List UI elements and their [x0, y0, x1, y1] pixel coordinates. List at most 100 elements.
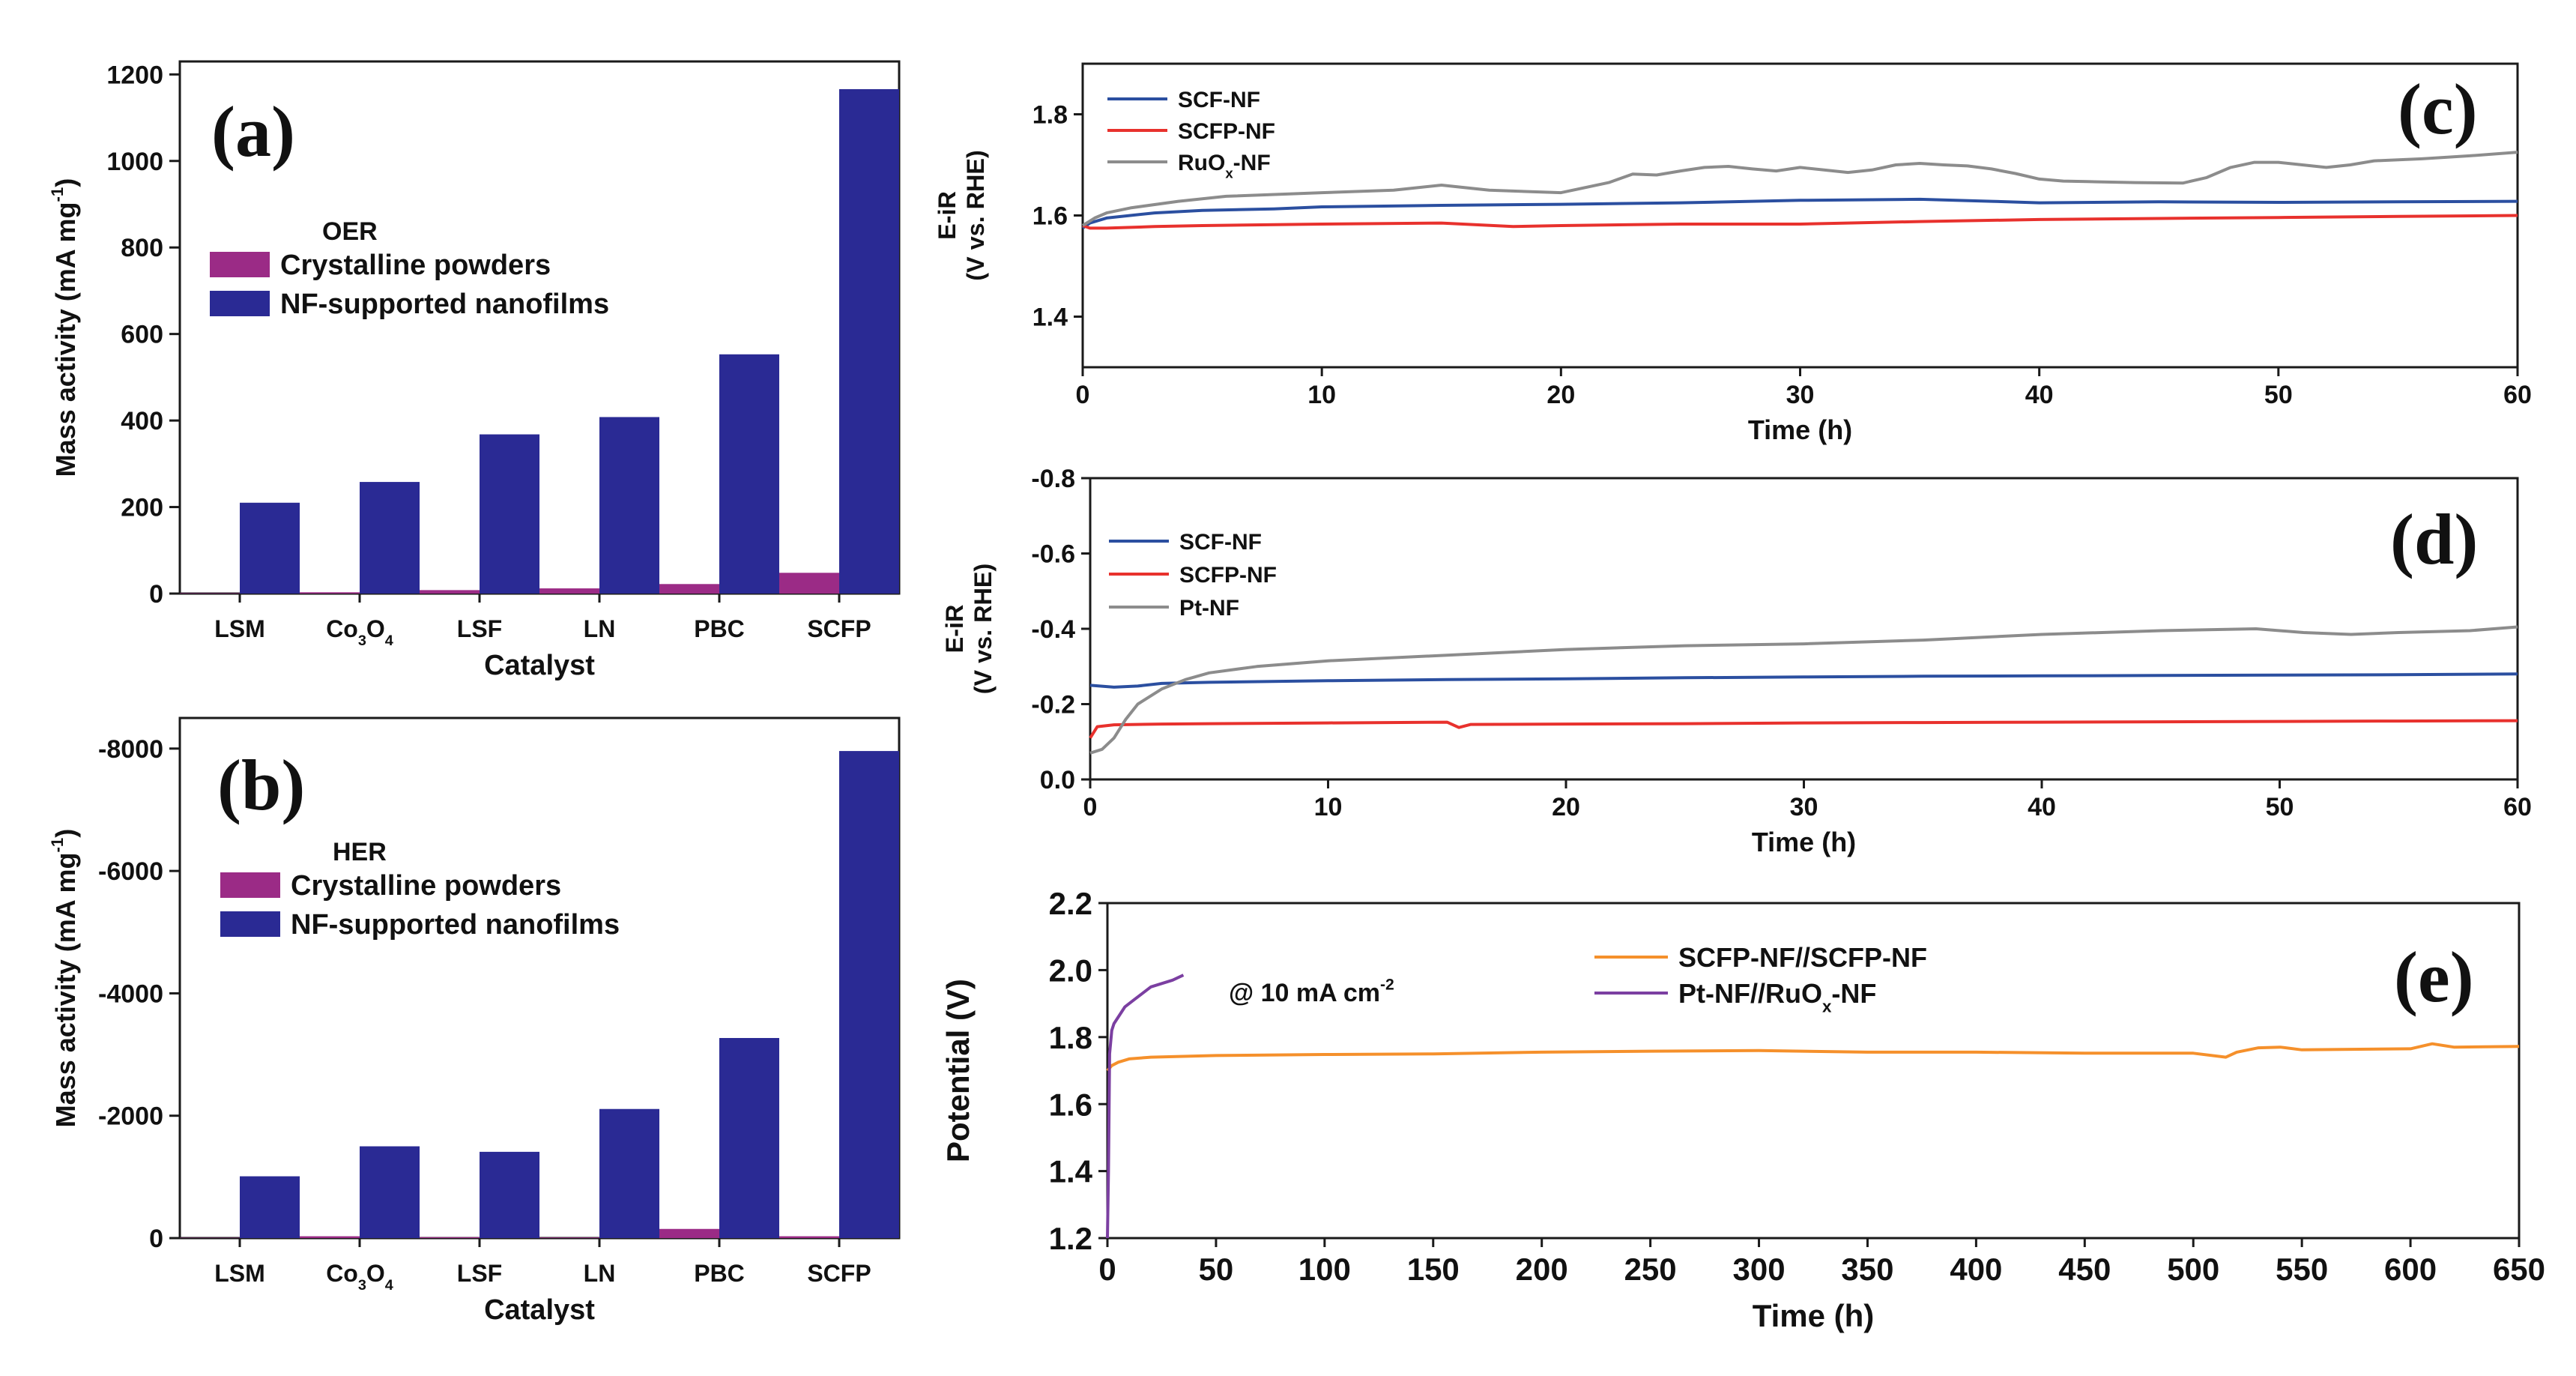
label-part-main2: -NF: [1233, 151, 1271, 175]
label-part-sub: x: [1225, 165, 1233, 181]
panel-label: (e): [2394, 937, 2474, 1017]
label-part-main: SCFP: [807, 615, 871, 642]
bar-nanofilm-ln: [599, 1108, 659, 1238]
legend-label: SCF-NF: [1179, 530, 1262, 555]
legend-title: OER: [322, 217, 378, 246]
label-part-main: PBC: [694, 1260, 745, 1287]
y-axis-label: E-iR: [941, 605, 968, 654]
label-part-main2: O: [366, 615, 385, 642]
x-tick-label: 250: [1624, 1252, 1677, 1287]
label-part-main: RuO: [1178, 151, 1225, 175]
series-line-scfp-nf: [1089, 719, 2518, 739]
x-tick-label-lsm: LSM: [214, 1260, 265, 1287]
x-tick-label: 300: [1732, 1252, 1785, 1287]
legend-label: SCFP-NF//SCFP-NF: [1678, 942, 1927, 973]
x-axis-label: Time (h): [1753, 1298, 1875, 1333]
x-axis-label: Time (h): [1752, 827, 1856, 857]
x-tick-label: 100: [1298, 1252, 1351, 1287]
x-tick-label-pbc: PBC: [694, 1260, 745, 1287]
x-axis-label: Catalyst: [484, 1294, 595, 1326]
bar-crystalline-co3o4: [300, 592, 360, 594]
y-axis-label: Mass activity (mA mg-1): [48, 178, 81, 477]
y-tick-label: 2.0: [1049, 953, 1092, 989]
y-axis-label-group: Potential (V): [940, 979, 976, 1162]
panel-label: (b): [217, 745, 305, 825]
label-part-main: SCFP-NF: [1179, 563, 1277, 588]
y-axis-label-group: Mass activity (mA mg-1): [48, 178, 81, 477]
label-part-sub: 3: [358, 633, 366, 649]
x-tick-label-co3o4: Co3O4: [326, 615, 393, 649]
label-part-sub: 3: [358, 1277, 366, 1294]
bar-crystalline-lsf: [420, 1237, 480, 1238]
label-part-main: Co: [326, 615, 358, 642]
x-tick-label: 60: [2503, 793, 2532, 821]
legend-label: Crystalline powders: [280, 250, 551, 281]
label-part-main: LSF: [457, 615, 502, 642]
y-tick-label: -0.8: [1031, 465, 1075, 493]
y-tick-label: 2.2: [1049, 886, 1092, 921]
bar-crystalline-scfp: [779, 1236, 839, 1238]
x-axis-label: Time (h): [1748, 414, 1852, 445]
x-tick-label: 350: [1841, 1252, 1893, 1287]
y-tick-label: 1000: [106, 148, 163, 176]
x-tick-label: 600: [2384, 1252, 2437, 1287]
x-tick-label: 20: [1546, 381, 1575, 409]
legend-label: Pt-NF//RuOx-NF: [1678, 978, 1876, 1016]
label-part-sup: -1: [48, 187, 67, 202]
x-tick-label-co3o4: Co3O4: [326, 1260, 393, 1294]
y-tick-label: -8000: [98, 735, 163, 764]
y-tick-label: 400: [121, 407, 163, 435]
bar-nanofilm-ln: [599, 417, 659, 594]
y-tick-label: 1200: [106, 61, 163, 89]
label-part-main: LSF: [457, 1260, 502, 1287]
panel-label: (c): [2398, 69, 2478, 149]
y-tick-label: 1.2: [1049, 1221, 1092, 1256]
label-part-end: ): [50, 829, 81, 838]
series-line-ruox-nf: [1081, 151, 2518, 227]
series-line-scfp-nf: [1082, 214, 2518, 230]
x-tick-label: 60: [2503, 381, 2532, 409]
bar-nanofilm-lsf: [480, 434, 539, 594]
y-tick-label: 200: [121, 494, 163, 522]
y-axis-label-group: E-iR (V vs. RHE): [941, 564, 997, 695]
series-line-pt-nf: [1089, 625, 2518, 755]
y-axis-label: Mass activity (mA mg-1): [48, 829, 81, 1128]
bar-nanofilm-lsm: [240, 502, 300, 594]
y-tick-label: 1.8: [1032, 101, 1068, 130]
panel-c-oer-stability-chart: 0 10 20 30 40 50 60 1.4 1.6 1.8 Time (h) E-iR (V vs.…: [934, 62, 2532, 445]
x-tick-label-scfp: SCFP: [807, 1260, 871, 1287]
y-tick-label: -0.6: [1031, 540, 1075, 569]
legend-label: SCFP-NF: [1179, 563, 1277, 588]
y-tick-label: -0.4: [1031, 615, 1075, 644]
legend-label: SCF-NF: [1178, 88, 1260, 112]
bar-crystalline-pbc: [659, 1228, 719, 1238]
x-tick-label-pbc: PBC: [694, 615, 745, 642]
y-tick-label: 600: [121, 321, 163, 349]
y-tick-label: -0.2: [1031, 691, 1075, 719]
bar-crystalline-co3o4: [300, 1236, 360, 1238]
current-density-annotation: @ 10 mA cm-2: [1229, 977, 1394, 1007]
label-part-sup: -2: [1380, 977, 1394, 994]
label-part-main: PBC: [694, 615, 745, 642]
x-tick-label-ln: LN: [584, 1260, 616, 1287]
legend-label: NF-supported nanofilms: [280, 289, 609, 320]
legend-swatch: [220, 911, 280, 937]
label-part-main: LN: [584, 1260, 616, 1287]
label-part-sub2: 4: [385, 1277, 393, 1294]
bar-crystalline-scfp: [779, 573, 839, 594]
y-tick-label: 0.0: [1040, 766, 1075, 794]
legend-label: RuOx-NF: [1178, 151, 1271, 181]
x-tick-label: 40: [2025, 381, 2054, 409]
x-tick-label: 20: [1552, 793, 1580, 821]
bar-crystalline-lsf: [420, 590, 480, 594]
y-tick-label: 0: [149, 580, 163, 609]
bar-nanofilm-lsm: [240, 1176, 300, 1238]
x-tick-label: 200: [1516, 1252, 1568, 1287]
label-part-main: SCFP: [807, 1260, 871, 1287]
series-line-scfp-nf-scfp-nf: [1106, 1042, 2520, 1072]
bar-crystalline-ln: [539, 1237, 599, 1238]
x-tick-label: 550: [2276, 1252, 2328, 1287]
bar-nanofilm-scfp: [839, 751, 899, 1238]
